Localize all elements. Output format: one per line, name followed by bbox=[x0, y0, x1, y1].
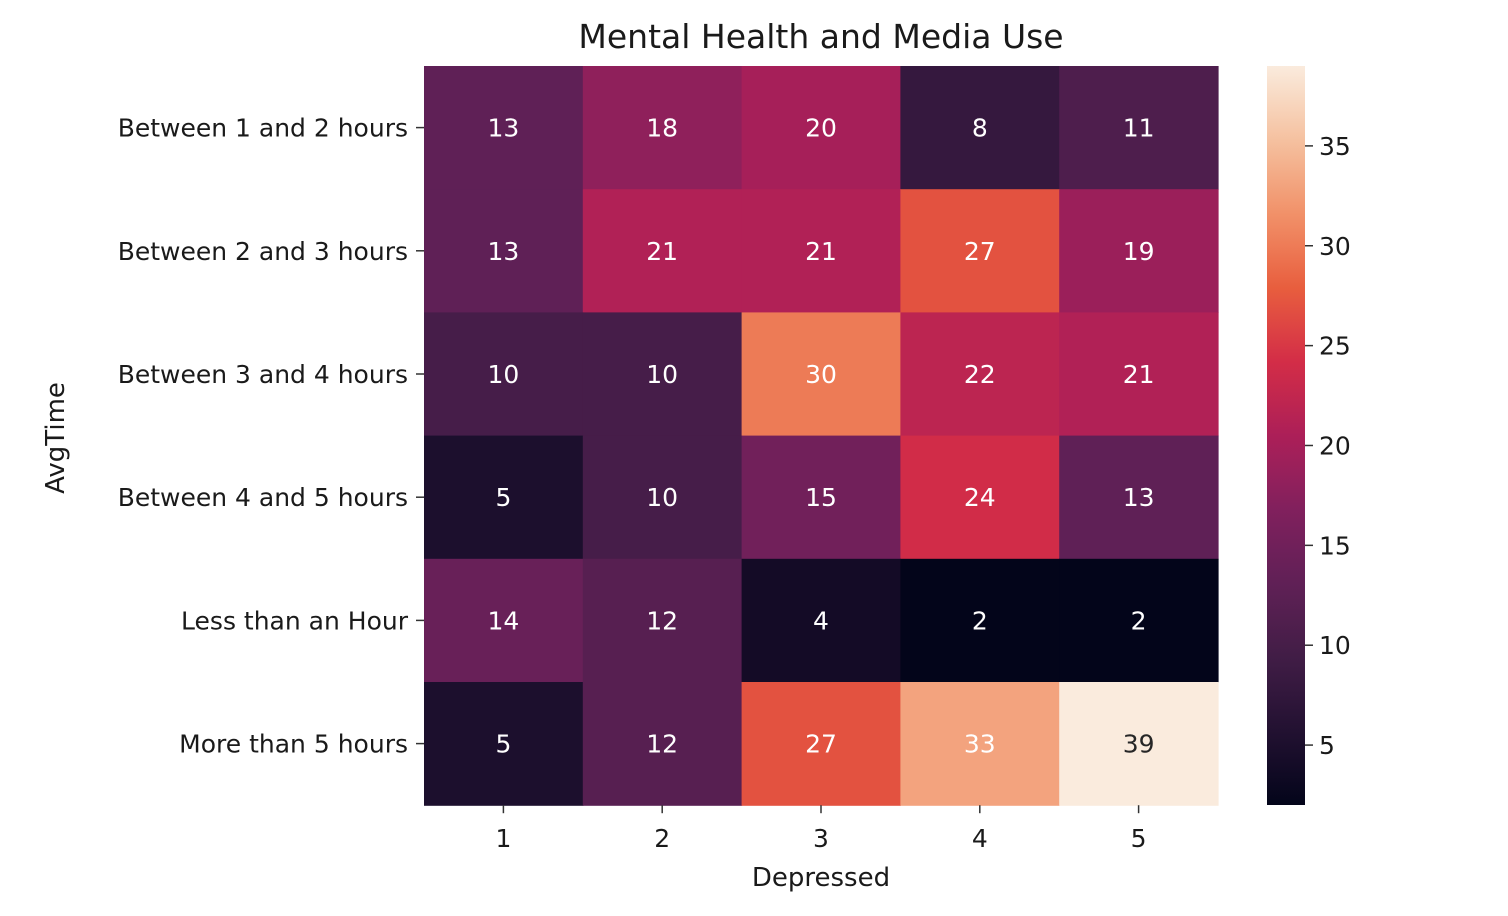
cell-value-label: 14 bbox=[487, 606, 519, 635]
cell-value-label: 39 bbox=[1123, 730, 1155, 759]
heatmap-cell bbox=[582, 312, 743, 437]
colorbar-tick-label: 15 bbox=[1319, 531, 1351, 560]
cell-value-label: 11 bbox=[1123, 114, 1155, 143]
cell-value-label: 27 bbox=[964, 237, 996, 266]
x-axis-label: Depressed bbox=[752, 863, 890, 893]
colorbar-tick-label: 20 bbox=[1319, 431, 1351, 460]
y-tick-label: Between 3 and 4 hours bbox=[118, 360, 408, 389]
cell-value-label: 21 bbox=[646, 237, 678, 266]
colorbar-tick-label: 10 bbox=[1319, 631, 1351, 660]
cell-value-label: 20 bbox=[805, 114, 837, 143]
y-tick-label: Between 4 and 5 hours bbox=[118, 483, 408, 512]
x-tick-label: 3 bbox=[813, 824, 829, 853]
heatmap-cell bbox=[1059, 558, 1219, 683]
heatmap-cell bbox=[582, 558, 743, 683]
cell-value-label: 27 bbox=[805, 730, 837, 759]
cell-value-label: 19 bbox=[1123, 237, 1155, 266]
heatmap-cell bbox=[424, 682, 584, 806]
heatmap-cell bbox=[1059, 312, 1219, 437]
cell-value-label: 12 bbox=[646, 606, 678, 635]
cell-value-label: 2 bbox=[1131, 606, 1147, 635]
heatmap-cell bbox=[900, 558, 1060, 683]
cell-value-label: 30 bbox=[805, 360, 837, 389]
x-tick-label: 2 bbox=[654, 824, 670, 853]
cell-value-label: 15 bbox=[805, 483, 837, 512]
cell-value-label: 5 bbox=[495, 483, 511, 512]
x-tick-label: 1 bbox=[495, 824, 511, 853]
cell-value-label: 10 bbox=[646, 483, 678, 512]
y-tick-label: Less than an Hour bbox=[181, 606, 409, 635]
colorbar-ticks: 5 10 15 20 25 30 35 bbox=[1305, 132, 1351, 760]
y-axis-label: AvgTime bbox=[41, 382, 71, 494]
cell-value-label: 22 bbox=[964, 360, 996, 389]
heatmap-cell bbox=[1059, 189, 1219, 313]
heatmap-cell bbox=[741, 558, 901, 683]
colorbar-tick-label: 35 bbox=[1319, 132, 1351, 161]
cell-value-label: 4 bbox=[813, 606, 829, 635]
cell-value-label: 21 bbox=[805, 237, 837, 266]
heatmap-cell bbox=[582, 435, 743, 560]
heatmap-cell bbox=[900, 66, 1060, 190]
heatmap-cell bbox=[741, 312, 901, 437]
colorbar bbox=[1267, 66, 1305, 805]
heatmap-cell bbox=[424, 66, 584, 190]
colorbar-tick-label: 5 bbox=[1319, 731, 1335, 760]
heatmap-cell bbox=[424, 189, 584, 313]
y-tick-labels: Between 1 and 2 hours Between 2 and 3 hou… bbox=[118, 114, 424, 759]
heatmap-cell bbox=[741, 435, 901, 560]
cell-value-label: 8 bbox=[972, 114, 988, 143]
y-tick-label: Between 2 and 3 hours bbox=[118, 237, 408, 266]
heatmap-cell bbox=[900, 189, 1060, 313]
cell-value-label: 10 bbox=[646, 360, 678, 389]
heatmap-cell bbox=[1059, 435, 1219, 560]
chart-title: Mental Health and Media Use bbox=[578, 17, 1063, 56]
heatmap-cell bbox=[582, 682, 743, 806]
cell-value-label: 18 bbox=[646, 114, 678, 143]
x-tick-label: 5 bbox=[1131, 824, 1147, 853]
cell-value-label: 12 bbox=[646, 730, 678, 759]
y-tick-label: Between 1 and 2 hours bbox=[118, 114, 408, 143]
colorbar-tick-label: 30 bbox=[1319, 232, 1351, 261]
heatmap-cell bbox=[424, 435, 584, 560]
cell-value-label: 13 bbox=[1123, 483, 1155, 512]
cell-value-label: 10 bbox=[487, 360, 519, 389]
heatmap-cell bbox=[424, 312, 584, 437]
heatmap-cell bbox=[900, 312, 1060, 437]
heatmap-cell bbox=[1059, 66, 1219, 190]
cell-value-label: 13 bbox=[487, 114, 519, 143]
cell-value-label: 33 bbox=[964, 730, 996, 759]
cell-value-label: 2 bbox=[972, 606, 988, 635]
heatmap-cell bbox=[424, 558, 584, 683]
cell-value-label: 13 bbox=[487, 237, 519, 266]
y-tick-label: More than 5 hours bbox=[179, 730, 408, 759]
cell-value-label: 24 bbox=[964, 483, 996, 512]
x-tick-labels: 1 2 3 4 5 bbox=[495, 805, 1147, 853]
cell-value-label: 5 bbox=[495, 730, 511, 759]
x-tick-label: 4 bbox=[972, 824, 988, 853]
heatmap-cell bbox=[900, 435, 1060, 560]
colorbar-tick-label: 25 bbox=[1319, 332, 1351, 361]
heatmap-cell bbox=[741, 189, 901, 313]
heatmap-cell bbox=[741, 66, 901, 190]
heatmap-cell bbox=[900, 682, 1060, 806]
heatmap-cell bbox=[741, 682, 901, 806]
heatmap-cell bbox=[582, 189, 743, 313]
heatmap-cell bbox=[1059, 682, 1219, 806]
heatmap-cell bbox=[582, 66, 743, 190]
cell-value-label: 21 bbox=[1123, 360, 1155, 389]
